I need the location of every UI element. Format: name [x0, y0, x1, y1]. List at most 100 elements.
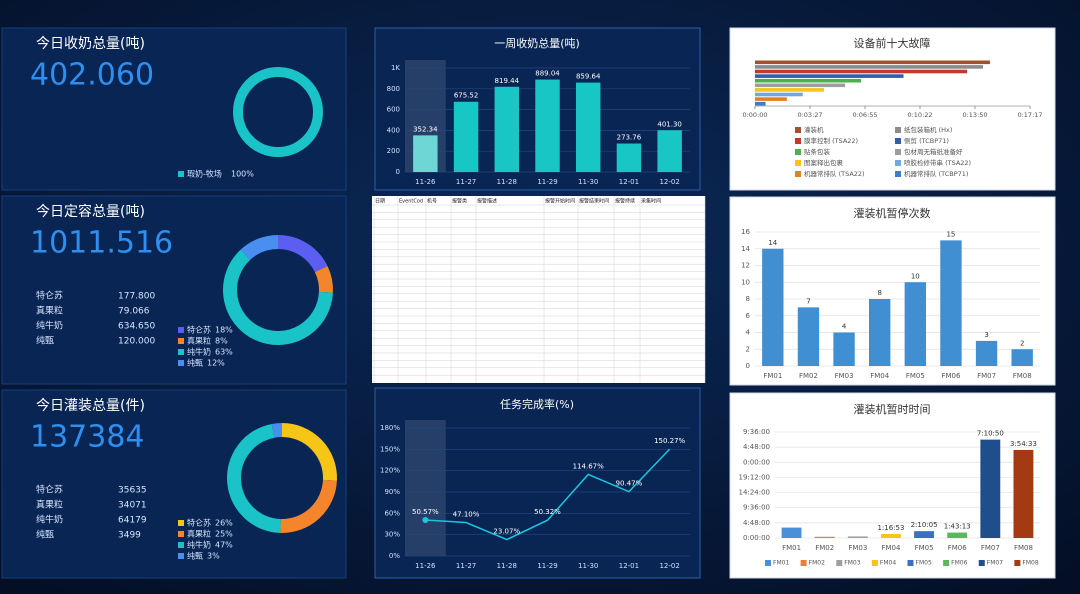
- data-label: 2: [1020, 339, 1024, 347]
- bar: [869, 299, 891, 366]
- legend-swatch: [178, 360, 184, 366]
- legend-label: 瑕奶-牧场: [187, 169, 222, 179]
- left-panels: [1, 27, 347, 579]
- legend-label: 真果粒: [187, 529, 211, 539]
- y-tick-label: 10: [741, 278, 750, 286]
- donut-segment: [233, 67, 323, 157]
- y-tick-label: 12: [741, 262, 750, 270]
- legend-swatch: [795, 149, 801, 155]
- legend-value: 8%: [215, 337, 228, 346]
- legend-swatch: [765, 560, 771, 566]
- legend-value: 18%: [215, 326, 233, 335]
- x-tick-label: 11-26: [415, 562, 436, 570]
- data-label: 4: [842, 323, 847, 331]
- x-tick-label: 11-29: [537, 178, 557, 186]
- legend-value: 26%: [215, 519, 233, 528]
- y-tick-label: 19:12:00: [739, 473, 770, 481]
- x-tick-label: FM07: [981, 544, 1000, 552]
- table-header: 采集时间: [641, 198, 661, 205]
- legend-swatch: [178, 327, 184, 333]
- legend-swatch: [978, 560, 985, 566]
- bar: [833, 332, 855, 366]
- y-tick-label: 8: [746, 295, 750, 303]
- kpi-value: 137384: [30, 420, 145, 455]
- kpi-item-name: 纯甄: [36, 529, 54, 541]
- y-tick-label: 0%: [389, 552, 400, 560]
- legend-label: 特仑苏: [187, 518, 211, 528]
- bar: [413, 135, 438, 172]
- data-label: 401.30: [657, 120, 682, 128]
- donut-segment: [281, 423, 337, 481]
- x-tick-label: FM01: [763, 372, 782, 380]
- legend-swatch: [895, 138, 901, 144]
- legend-value: 25%: [215, 530, 233, 539]
- y-tick-label: 4:48:00: [743, 519, 770, 527]
- panel: [1, 195, 347, 385]
- data-label: 23.07%: [493, 528, 520, 536]
- bar: [755, 78, 862, 83]
- legend-swatch: [178, 520, 184, 526]
- y-tick-label: 4:48:00: [743, 443, 770, 451]
- legend-swatch: [795, 127, 801, 133]
- x-tick-label: FM05: [915, 544, 934, 552]
- chart-title: 灌装机暂停次数: [854, 206, 931, 220]
- legend-swatch: [836, 560, 843, 566]
- kpi-item-name: 特仑苏: [36, 290, 63, 302]
- legend-label: 喷胶检修带串 (TSA22): [904, 158, 971, 167]
- data-label: 7:10:50: [977, 430, 1004, 438]
- bar: [781, 527, 802, 538]
- bar: [755, 101, 766, 106]
- bar: [494, 86, 519, 172]
- x-tick-label: 0:17:17: [1017, 111, 1042, 119]
- kpi-item-value: 34071: [118, 501, 147, 511]
- y-tick-label: 400: [387, 126, 400, 134]
- chart-title: 设备前十大故障: [854, 36, 931, 50]
- data-label: 1:43:13: [944, 523, 971, 531]
- legend-swatch: [895, 149, 901, 155]
- x-tick-label: 12-02: [659, 178, 679, 186]
- x-tick-label: 11-29: [537, 562, 557, 570]
- data-label: 15: [946, 230, 955, 238]
- bar: [755, 88, 824, 92]
- table-header: 报警持续: [615, 198, 635, 205]
- x-tick-label: FM02: [799, 372, 818, 380]
- x-tick-label: 0:03:27: [797, 111, 822, 119]
- y-tick-label: 1K: [391, 64, 400, 72]
- bar: [980, 439, 1001, 538]
- y-tick-label: 6: [746, 312, 751, 320]
- x-tick-label: 12-02: [659, 562, 679, 570]
- kpi-item-value: 177.800: [118, 292, 155, 302]
- x-tick-label: 0:06:55: [852, 111, 877, 119]
- legend-swatch: [178, 349, 184, 355]
- x-tick-label: FM01: [782, 544, 801, 552]
- legend-label: 包材周无箱纸准备好: [904, 147, 963, 156]
- x-tick-label: 11-30: [578, 178, 598, 186]
- legend-label: FM05: [916, 560, 932, 567]
- x-tick-label: FM03: [848, 544, 867, 552]
- x-tick-label: 0:13:50: [962, 111, 987, 119]
- legend-swatch: [895, 160, 901, 166]
- bar: [755, 97, 787, 101]
- legend-label: 贴条包装: [804, 147, 831, 156]
- data-label: 1:16:53: [877, 524, 904, 532]
- chart-title: 一周收奶总量(吨): [494, 36, 580, 50]
- data-label: 352.34: [413, 125, 438, 133]
- data-label: 150.27%: [654, 437, 685, 445]
- y-tick-label: 30%: [384, 531, 400, 539]
- data-label: 273.76: [617, 134, 642, 142]
- y-tick-label: 0:00:00: [743, 534, 770, 542]
- bar: [755, 65, 984, 69]
- bar: [576, 82, 601, 172]
- data-label: 14: [768, 239, 777, 247]
- bar: [814, 536, 835, 538]
- legend-value: 100%: [231, 170, 254, 179]
- x-tick-label: FM08: [1014, 544, 1033, 552]
- x-tick-label: FM03: [835, 372, 854, 380]
- data-label: 3: [984, 331, 988, 339]
- y-tick-label: 800: [387, 85, 400, 93]
- table-header: 报警类: [452, 198, 467, 205]
- bar: [755, 60, 990, 65]
- y-tick-label: 90%: [384, 488, 400, 496]
- x-tick-label: FM04: [881, 544, 901, 552]
